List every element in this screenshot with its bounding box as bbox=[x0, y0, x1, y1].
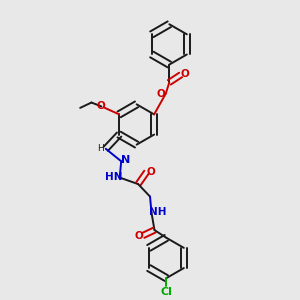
Text: O: O bbox=[157, 89, 166, 99]
Text: HN: HN bbox=[105, 172, 122, 182]
Text: O: O bbox=[134, 231, 143, 241]
Text: O: O bbox=[97, 101, 106, 111]
Text: NH: NH bbox=[149, 207, 167, 217]
Text: Cl: Cl bbox=[160, 287, 172, 297]
Text: O: O bbox=[180, 69, 189, 79]
Text: O: O bbox=[146, 167, 155, 177]
Text: H: H bbox=[97, 144, 104, 153]
Text: N: N bbox=[121, 155, 130, 165]
